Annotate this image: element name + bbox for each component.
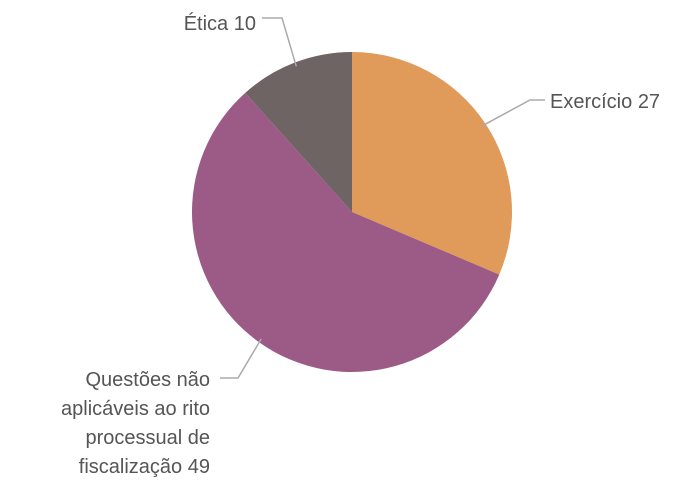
pie-slice (245, 52, 352, 212)
category-name: Questões não aplicáveis ao rito processu… (61, 369, 210, 478)
category-name: Ética (183, 13, 229, 35)
pie-slice (192, 92, 500, 372)
slice-label: Questões não aplicáveis ao rito processu… (20, 366, 210, 482)
pie-slice (352, 52, 512, 275)
category-name: Exercício (550, 91, 633, 113)
value-label: 49 (187, 456, 210, 478)
value-label: 27 (637, 91, 661, 113)
leader-line (481, 99, 545, 127)
leader-line (262, 17, 297, 67)
slice-label: Ética 10 (184, 10, 256, 39)
leader-line (220, 338, 262, 379)
slice-label: Exercício 27 (550, 88, 660, 117)
value-label: 10 (233, 13, 256, 35)
